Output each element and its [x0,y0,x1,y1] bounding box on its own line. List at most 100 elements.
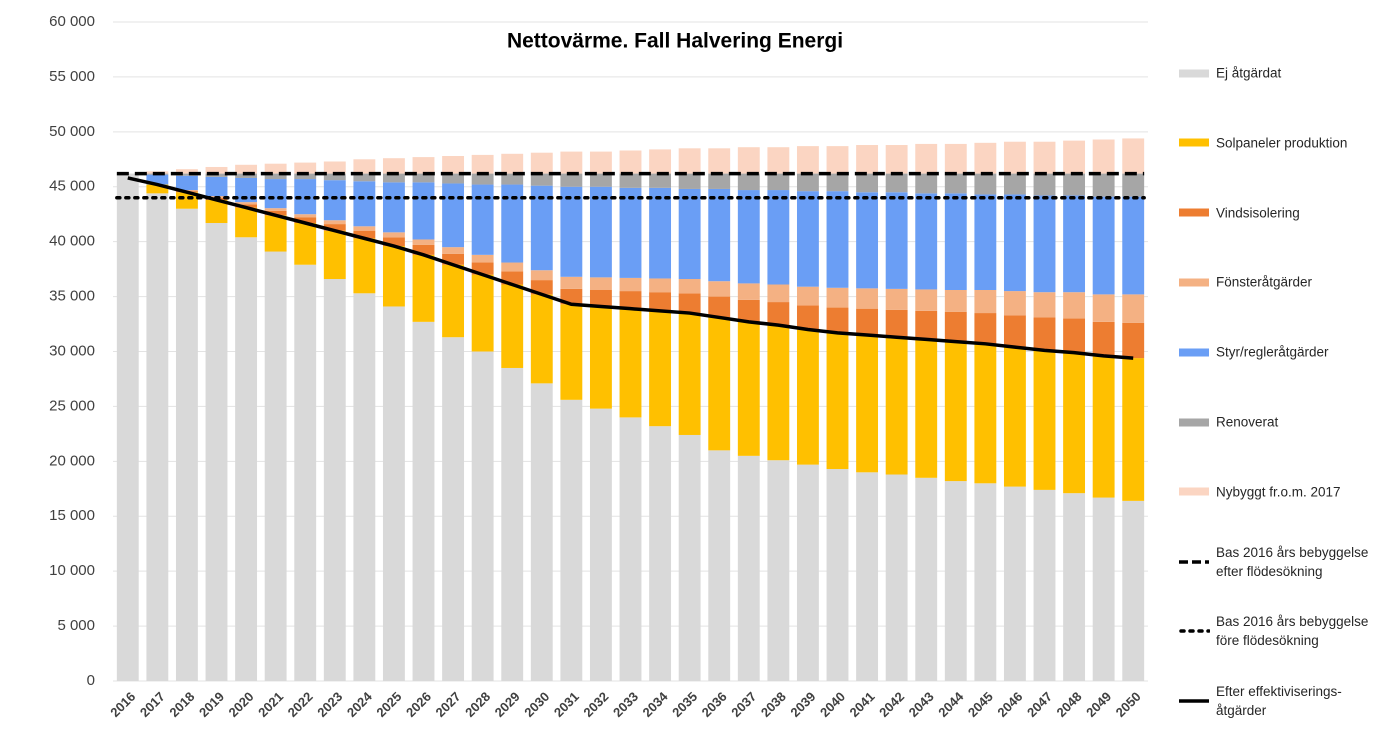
x-tick-label: 2031 [551,689,582,720]
bar-segment [382,237,405,247]
bar-segment [294,222,317,265]
bar-segment [1003,141,1026,174]
bar-segment [649,278,672,293]
x-tick-label: 2032 [580,689,611,720]
bar-segment [560,304,583,400]
y-tick-label: 20 000 [49,452,95,469]
bar-segment [826,307,849,333]
bar-segment [442,253,465,265]
bar-segment [1063,292,1086,319]
x-tick-label: 2029 [492,689,523,720]
bar-segment [560,276,583,289]
legend-label: Vindsisolering [1216,205,1300,221]
bar-segment [1003,291,1026,316]
bar-segment [974,142,997,174]
x-tick-label: 2040 [817,689,848,720]
bar-segment [885,173,908,193]
bar-segment [1003,315,1026,348]
bar-segment [589,151,612,174]
legend-label: Styr/regleråtgärder [1216,344,1329,360]
bar-segment [1092,355,1115,498]
x-tick-label: 2017 [137,689,168,720]
y-tick-label: 25 000 [49,397,95,414]
bar-segment [767,460,790,681]
legend-entry: Fönsteråtgärder [1178,273,1383,292]
bar-segment [294,214,317,218]
bar-segment [619,277,642,292]
bar-segment [915,193,938,290]
legend-patch [1179,278,1209,287]
legend-patch [1179,348,1209,357]
bar-segment [589,289,612,307]
bar-segment [1122,500,1145,681]
bar-segment [382,173,405,183]
bar-segment [885,288,908,310]
bar-segment [1092,173,1115,197]
bar-segment [796,146,819,174]
bar-segment [974,194,997,290]
bar-segment [1122,138,1145,174]
bar-segment [1063,195,1086,293]
bar-segment [294,264,317,681]
bar-segment [856,192,879,289]
bar-segment [737,173,760,191]
y-tick-label: 40 000 [49,233,95,250]
legend-swatch [1179,208,1209,217]
bar-segment [235,237,258,682]
x-tick-label: 2027 [433,689,464,720]
bar-segment [205,176,228,197]
bar-segment [471,254,494,263]
bar-segment [1122,358,1145,501]
bar-segment [1122,294,1145,323]
bar-segment [442,337,465,681]
bar-segment [944,143,967,174]
bar-segment [915,310,938,340]
x-tick-label: 2048 [1054,689,1085,720]
bar-segment [944,193,967,290]
x-tick-label: 2024 [344,688,376,720]
bar-segment [915,339,938,478]
bar-segment [767,284,790,303]
bar-segment [382,158,405,174]
legend-swatch [1179,629,1210,634]
bar-segment [442,264,465,338]
y-tick-label: 50 000 [49,123,95,140]
bar-segment [1122,173,1145,197]
bar-segment [353,159,376,174]
legend-patch [1179,138,1209,147]
bar-segment [1063,318,1086,353]
legend-entry: Vindsisolering [1178,203,1383,222]
bar-segment [944,173,967,194]
bar-segment [1063,493,1086,681]
bar-segment [530,173,553,186]
bar-segment [412,157,435,174]
bar-segment [412,244,435,255]
x-tick-label: 2030 [521,689,552,720]
legend-label: Renoverat [1216,414,1279,430]
y-tick-label: 55 000 [49,68,95,85]
x-tick-label: 2020 [226,689,257,720]
bar-segment [560,288,583,305]
x-tick-label: 2038 [758,689,789,720]
legend-entry: Efter effektiviserings-åtgärder [1178,682,1383,720]
legend-patch [1179,208,1209,217]
x-tick-label: 2033 [610,689,641,720]
bar-segment [323,173,346,181]
legend-swatch [1179,69,1209,77]
x-tick-label: 2035 [669,689,700,720]
legend-swatch [1179,138,1209,147]
legend-swatch [1179,278,1209,287]
bar-segment [501,284,524,368]
legend-entry: Bas 2016 års bebyggelse efter flödesökni… [1178,543,1383,581]
bar-segment [1003,347,1026,487]
bar-segment [796,305,819,330]
bar-segment [826,146,849,174]
bar-segment [737,283,760,300]
bar-segment [1003,486,1026,681]
bar-segment [205,222,228,681]
bar-segment [442,173,465,184]
bar-segment [146,184,169,194]
legend-label: Bas 2016 års bebyggelse efter flödesökni… [1216,544,1369,579]
x-tick-label: 2036 [699,689,730,720]
